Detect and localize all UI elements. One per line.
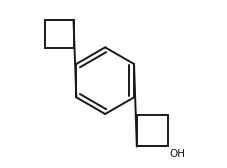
Text: OH: OH <box>169 149 185 159</box>
